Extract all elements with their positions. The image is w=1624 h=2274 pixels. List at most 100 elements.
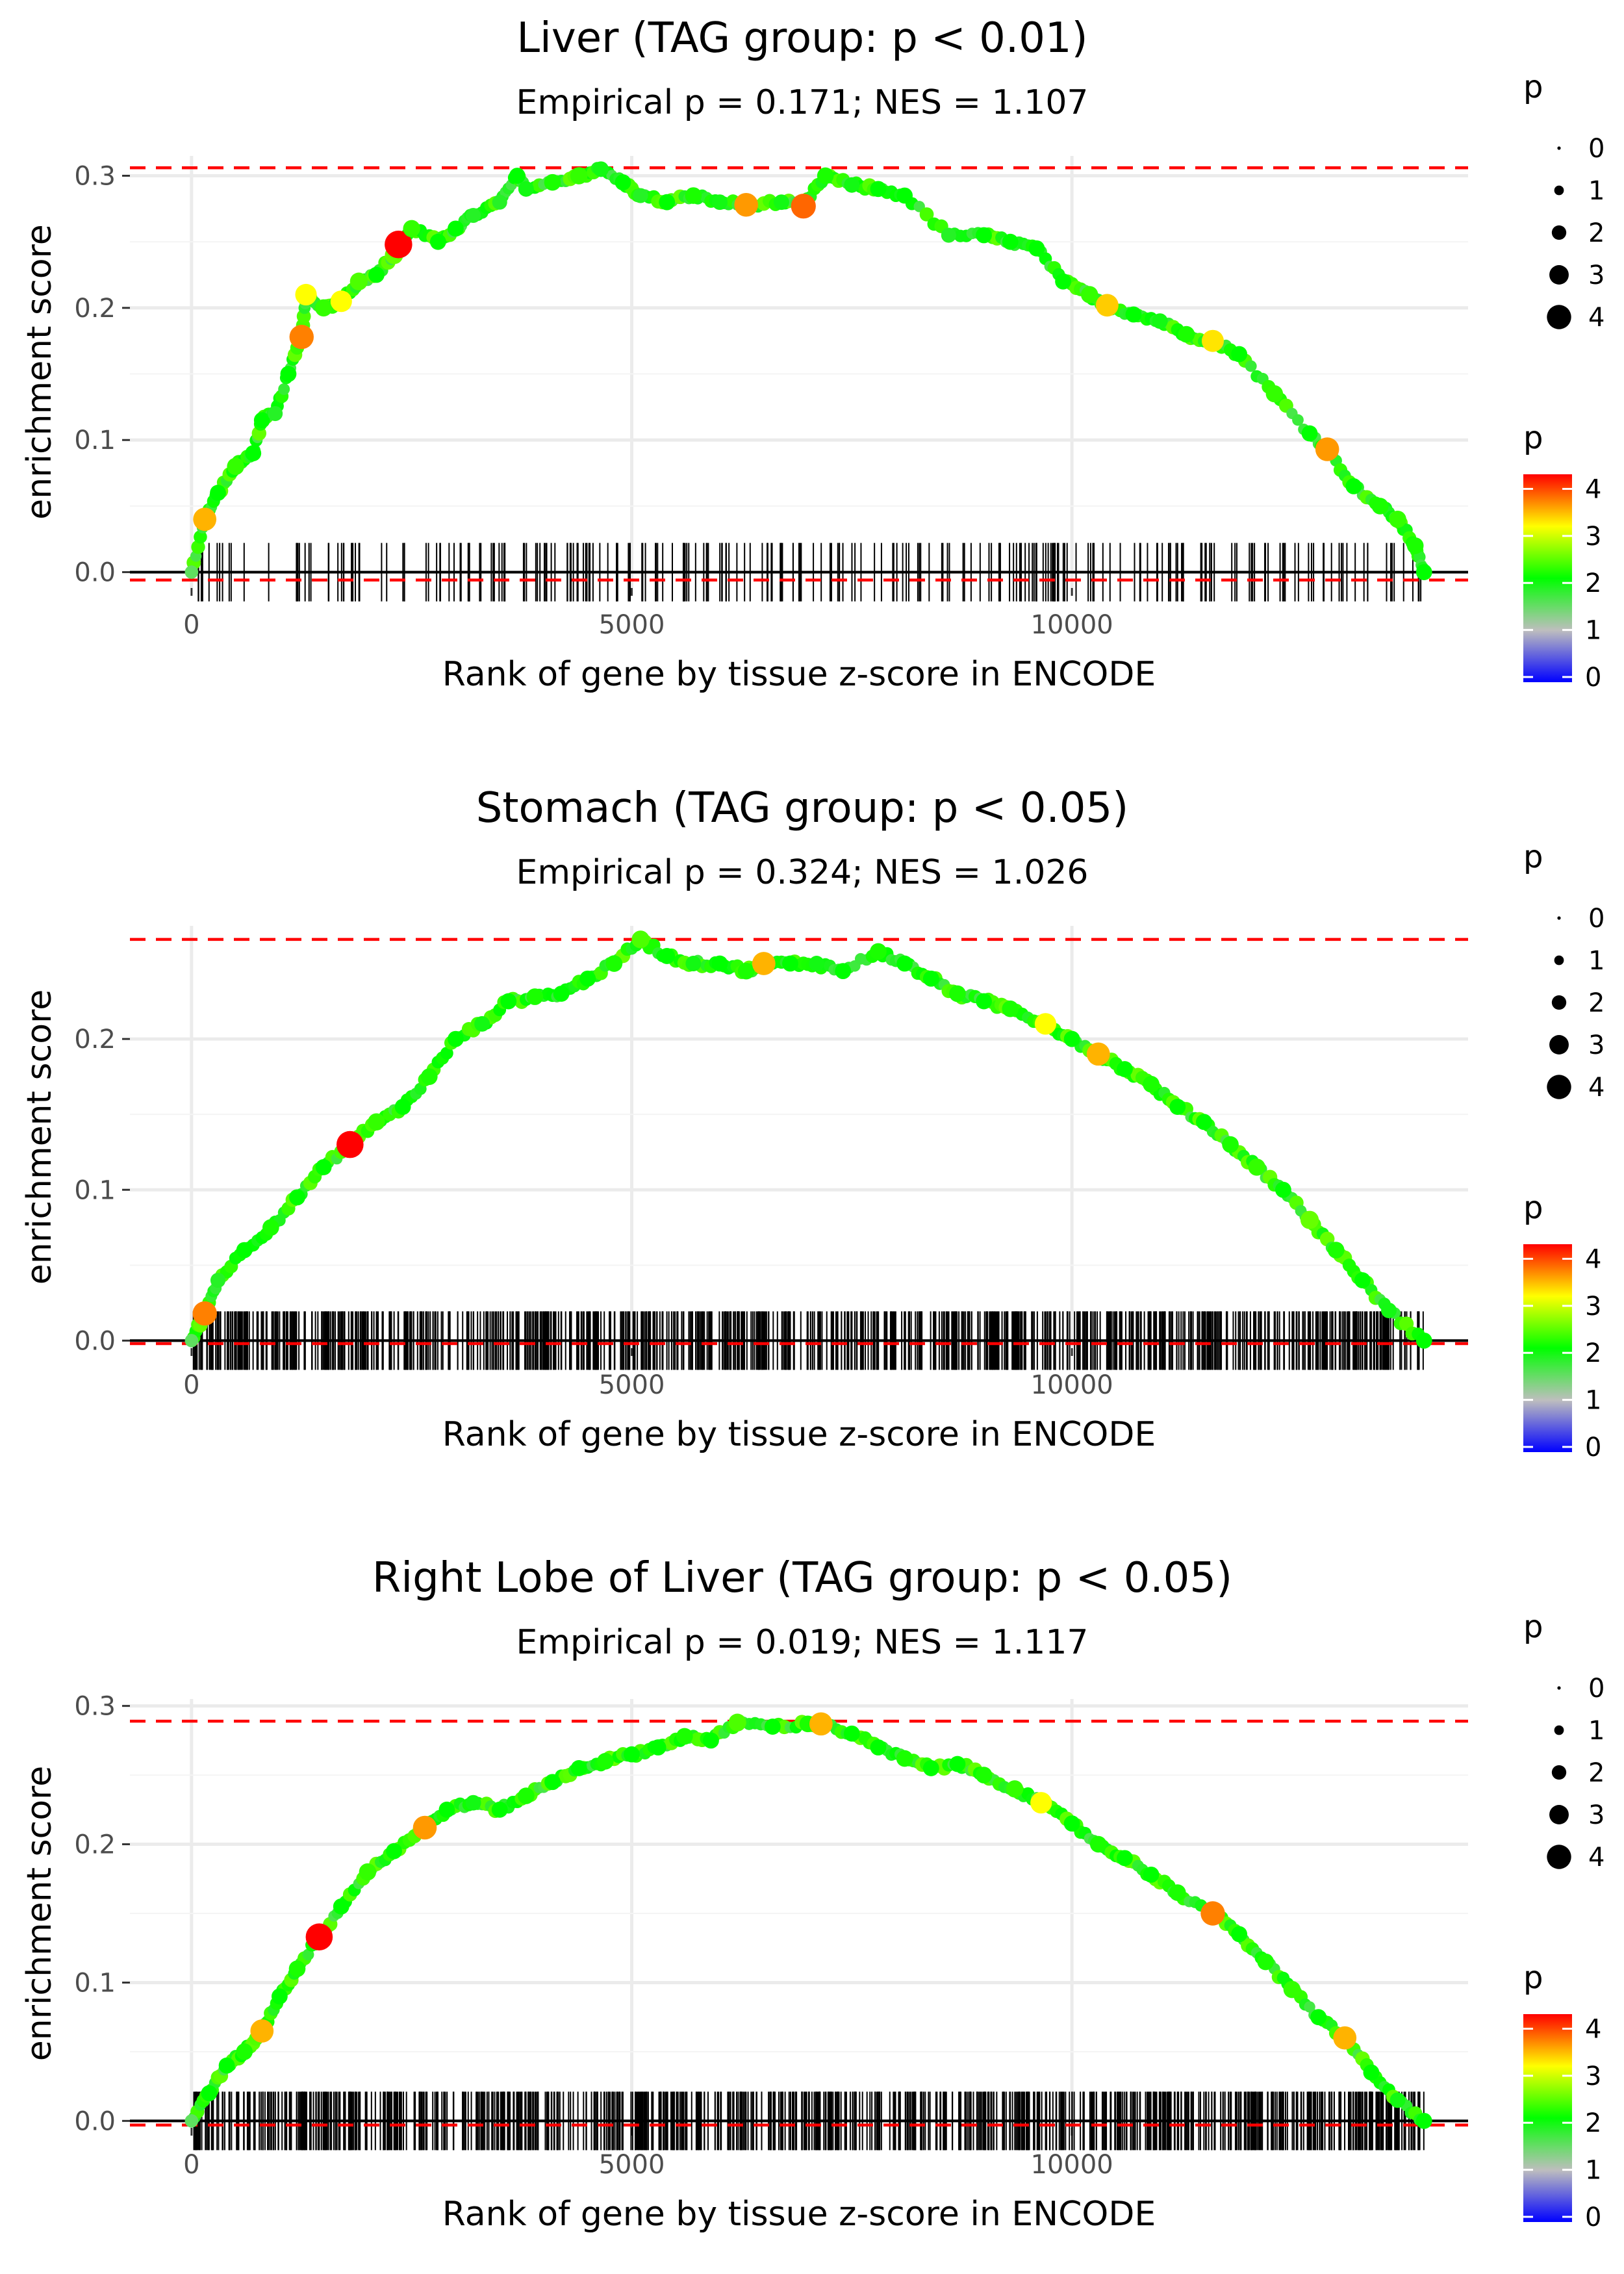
- data-point: [448, 220, 464, 237]
- size-legend-label: 4: [1588, 303, 1605, 333]
- curve-point: [302, 1948, 314, 1961]
- data-point: [896, 1750, 913, 1767]
- color-legend-label: 1: [1585, 1386, 1601, 1416]
- data-point: [1415, 2112, 1432, 2129]
- size-legend-dot: [1557, 1686, 1561, 1690]
- data-point: [193, 507, 217, 531]
- data-point: [1415, 564, 1432, 580]
- curve-point: [278, 383, 290, 395]
- x-axis-title: Rank of gene by tissue z-score in ENCODE: [442, 655, 1156, 694]
- data-point: [1063, 1030, 1080, 1047]
- data-point: [1415, 1332, 1432, 1349]
- y-axis-title: enrichment score: [20, 1766, 59, 2062]
- size-legend-label: 4: [1588, 1073, 1605, 1103]
- panel-1: Liver (TAG group: p < 0.01) Empirical p =…: [20, 14, 1605, 694]
- data-point: [288, 1960, 306, 1977]
- data-point: [295, 283, 317, 306]
- data-point: [728, 1713, 746, 1731]
- data-point: [941, 227, 956, 243]
- y-tick-label: 0.1: [74, 1175, 116, 1205]
- data-point: [305, 1923, 333, 1950]
- data-point: [271, 1988, 288, 2005]
- y-tick-label: 0.1: [74, 1968, 116, 1998]
- size-legend-dot: [1557, 146, 1561, 150]
- data-point: [949, 1756, 966, 1772]
- color-legend-label: 2: [1585, 2108, 1601, 2138]
- curve-point: [191, 540, 205, 554]
- data-point: [737, 962, 755, 980]
- data-point: [1028, 240, 1045, 257]
- data-point: [844, 177, 860, 193]
- color-legend-label: 1: [1585, 616, 1601, 646]
- data-point: [711, 955, 728, 972]
- data-point: [1089, 1835, 1107, 1853]
- data-point: [1143, 1075, 1160, 1093]
- data-point: [570, 1760, 587, 1776]
- data-point: [734, 192, 758, 217]
- size-legend-dot: [1551, 995, 1567, 1010]
- chart-subtitle: Empirical p = 0.324; NES = 1.026: [516, 853, 1088, 892]
- data-point: [1257, 1953, 1275, 1971]
- data-point: [1143, 1866, 1160, 1883]
- data-point: [192, 1301, 217, 1326]
- x-tick-label: 0: [183, 2150, 199, 2180]
- data-point: [1371, 498, 1389, 515]
- data-point: [597, 1752, 614, 1770]
- color-legend-label: 4: [1585, 1244, 1601, 1274]
- data-point: [579, 970, 596, 987]
- data-point: [773, 194, 789, 211]
- colorbar: [1523, 2014, 1572, 2222]
- data-point: [1315, 437, 1339, 461]
- data-point: [1300, 1210, 1319, 1229]
- data-point: [420, 1068, 438, 1085]
- size-legend-title: p: [1523, 839, 1543, 875]
- data-point: [976, 227, 993, 244]
- data-point: [1006, 1780, 1024, 1798]
- color-legend-title: p: [1523, 420, 1543, 456]
- data-point: [1086, 1042, 1110, 1066]
- data-point: [386, 1843, 402, 1859]
- data-point: [650, 1739, 666, 1756]
- data-point: [1095, 294, 1119, 317]
- data-point: [544, 1774, 561, 1791]
- data-point: [896, 187, 913, 204]
- y-tick-label: 0.3: [74, 162, 116, 192]
- data-point: [1406, 537, 1424, 554]
- data-point: [184, 565, 199, 579]
- size-legend-dot: [1554, 185, 1564, 196]
- colorbar: [1523, 474, 1572, 682]
- data-point: [1063, 1815, 1080, 1832]
- data-point: [544, 173, 561, 191]
- y-tick-label: 0.2: [74, 1025, 116, 1054]
- data-point: [633, 188, 648, 203]
- size-legend-label: 1: [1588, 946, 1605, 976]
- data-point: [1265, 385, 1284, 403]
- data-point: [593, 161, 609, 177]
- size-legend-label: 1: [1588, 176, 1605, 206]
- size-legend-label: 2: [1588, 988, 1605, 1018]
- data-point: [1389, 511, 1406, 528]
- data-point: [336, 1131, 364, 1158]
- x-tick-label: 10000: [1031, 2150, 1113, 2180]
- data-point: [1200, 1901, 1225, 1926]
- data-point: [817, 167, 834, 185]
- y-tick-label: 0.1: [74, 426, 116, 455]
- curve-points: [184, 1712, 1432, 2129]
- data-point: [570, 167, 588, 185]
- color-legend-title: p: [1523, 1960, 1543, 1996]
- data-point: [268, 405, 283, 422]
- data-point: [659, 194, 676, 211]
- color-legend-label: 0: [1585, 2203, 1601, 2232]
- data-point: [210, 485, 226, 501]
- size-legend-label: 2: [1588, 218, 1605, 248]
- curve-point: [194, 530, 207, 544]
- color-legend-label: 0: [1585, 663, 1601, 693]
- size-legend-dot: [1549, 1805, 1569, 1824]
- size-legend-dot: [1551, 1765, 1567, 1780]
- data-point: [184, 1334, 199, 1348]
- data-point: [1201, 329, 1224, 352]
- data-point: [518, 1787, 535, 1804]
- curve-point: [440, 1047, 453, 1060]
- size-legend-title: p: [1523, 69, 1543, 105]
- x-axis-title: Rank of gene by tissue z-score in ENCODE: [442, 2195, 1156, 2234]
